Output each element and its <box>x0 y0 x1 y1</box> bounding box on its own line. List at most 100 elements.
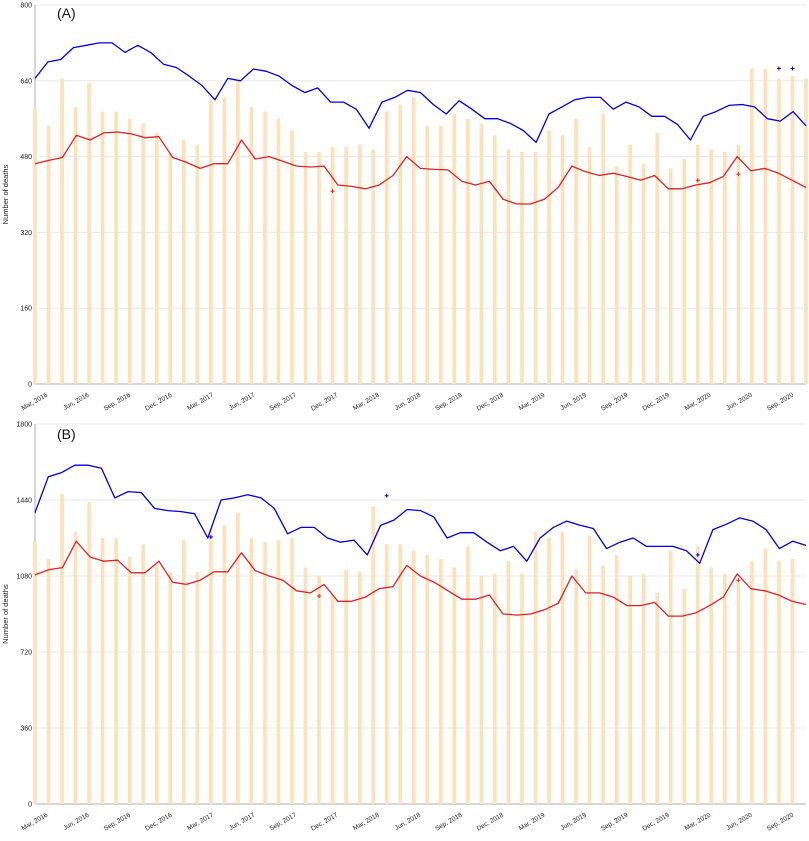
x-tick-label: Dec, 2017 <box>310 391 339 412</box>
y-tick-label: 1800 <box>16 422 32 429</box>
y-tick-label: 0 <box>28 382 32 389</box>
y-tick-label: 0 <box>28 802 32 809</box>
bar <box>398 544 403 804</box>
bar <box>60 78 64 385</box>
bar <box>154 565 159 804</box>
bar <box>520 151 524 384</box>
x-tick-label: Sep, 2017 <box>268 811 298 832</box>
bar <box>411 550 416 804</box>
bar <box>263 542 267 804</box>
bar <box>695 546 700 804</box>
bar <box>154 132 159 384</box>
bar <box>195 144 200 384</box>
x-tick-label: Sep, 2018 <box>434 391 464 412</box>
x-tick-label: Mar, 2017 <box>186 391 215 412</box>
bar <box>466 118 470 384</box>
x-tick-label: Jun, 2016 <box>62 391 91 412</box>
bar <box>398 104 403 385</box>
y-tick-label: 640 <box>20 78 32 85</box>
x-tick-label: Dec, 2019 <box>641 391 670 412</box>
x-tick-label: Dec, 2016 <box>144 811 173 832</box>
x-tick-label: Jun, 2018 <box>394 811 423 832</box>
y-axis-title: Number of deaths <box>1 164 10 224</box>
x-tick-label: Sep, 2017 <box>268 391 298 412</box>
bar <box>452 113 457 385</box>
y-axis-title: Number of deaths <box>1 584 10 644</box>
bar <box>344 147 348 384</box>
upper-series-line <box>34 464 807 564</box>
x-tick-label: Mar, 2017 <box>186 811 215 832</box>
lower-series-line <box>34 131 807 205</box>
bar <box>425 125 430 385</box>
bar <box>574 569 578 804</box>
bar <box>344 569 348 804</box>
bar <box>736 580 741 804</box>
x-tick-label: Mar, 2019 <box>518 811 547 832</box>
bar <box>425 554 430 804</box>
panel-label: (A) <box>57 5 76 21</box>
y-tick-label: 1080 <box>16 574 32 581</box>
bar <box>763 548 768 804</box>
panel-b-chart: 0 360 720 1080 1440 1800 Mar, 2016 Jun, 2016 Sep… <box>1 422 807 833</box>
x-tick-label: Mar, 2020 <box>684 811 713 832</box>
bar <box>100 538 105 804</box>
bar <box>790 76 795 384</box>
y-tick-label: 1440 <box>16 498 32 505</box>
bar <box>290 538 294 804</box>
bar <box>127 118 132 384</box>
bar <box>303 151 308 384</box>
bar <box>587 535 592 804</box>
bar <box>723 573 727 804</box>
bar <box>236 512 240 804</box>
bar <box>249 538 254 804</box>
bar <box>438 125 443 385</box>
x-tick-label: Sep, 2020 <box>766 391 796 412</box>
bar <box>614 554 619 804</box>
bar <box>73 106 78 384</box>
bar <box>574 118 578 384</box>
x-tick-label: Jun, 2020 <box>725 811 754 832</box>
x-tick-label: Jun, 2017 <box>228 811 257 832</box>
bar <box>668 168 673 384</box>
bar <box>222 525 227 804</box>
bar <box>100 111 105 384</box>
bar <box>628 144 632 384</box>
x-tick-label: Sep, 2019 <box>600 811 630 832</box>
y-tick-label: 320 <box>20 230 32 237</box>
x-tick-label: Sep, 2018 <box>434 811 464 832</box>
bar <box>181 540 186 804</box>
x-tick-label: Mar, 2016 <box>20 811 49 832</box>
bar <box>547 538 551 804</box>
x-tick-label: Mar, 2018 <box>352 391 381 412</box>
bar <box>263 111 267 384</box>
x-tick-label: Sep, 2016 <box>103 391 133 412</box>
bar <box>682 158 687 384</box>
x-tick-label: Mar, 2020 <box>684 391 713 412</box>
bar <box>249 106 254 384</box>
y-tick-label: 720 <box>20 650 32 657</box>
bar <box>614 166 619 384</box>
x-tick-label: Jun, 2019 <box>560 811 589 832</box>
bar <box>317 576 321 804</box>
bar <box>209 529 213 804</box>
bar <box>601 565 605 804</box>
bar <box>466 546 470 804</box>
bar <box>236 80 240 385</box>
bar <box>709 149 714 384</box>
bar <box>547 130 551 384</box>
bar <box>723 151 727 384</box>
panel-a-chart: 0 160 320 480 640 800 Mar, 2016 Jun, 2016 Sep, 2… <box>1 3 808 413</box>
bar <box>641 573 646 804</box>
bar <box>87 83 91 384</box>
bar <box>411 97 416 384</box>
bar <box>222 97 227 384</box>
bar <box>695 144 700 384</box>
bar <box>777 78 781 385</box>
bar <box>181 140 186 384</box>
y-tick-label: 160 <box>20 306 32 313</box>
bar <box>141 544 146 804</box>
x-tick-label: Dec, 2019 <box>641 811 670 832</box>
x-tick-label: Dec, 2016 <box>144 391 173 412</box>
bar <box>750 68 754 385</box>
bar <box>330 147 335 384</box>
